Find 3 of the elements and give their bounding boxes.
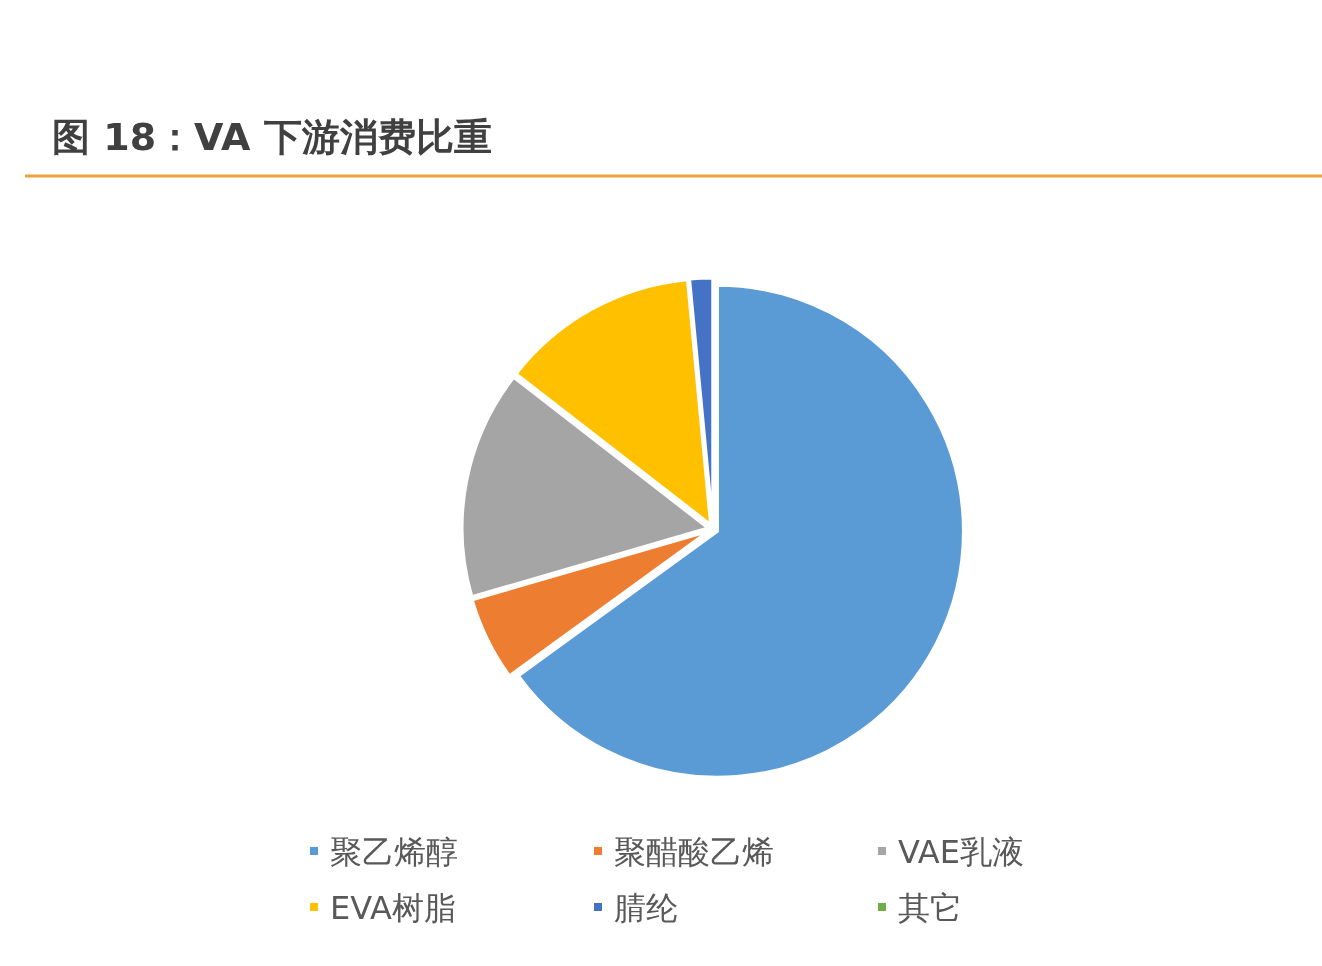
legend-label: 腈纶 — [614, 889, 678, 927]
legend-label: 其它 — [898, 889, 962, 927]
title: 图 18：VA 下游消费比重 — [52, 115, 492, 159]
